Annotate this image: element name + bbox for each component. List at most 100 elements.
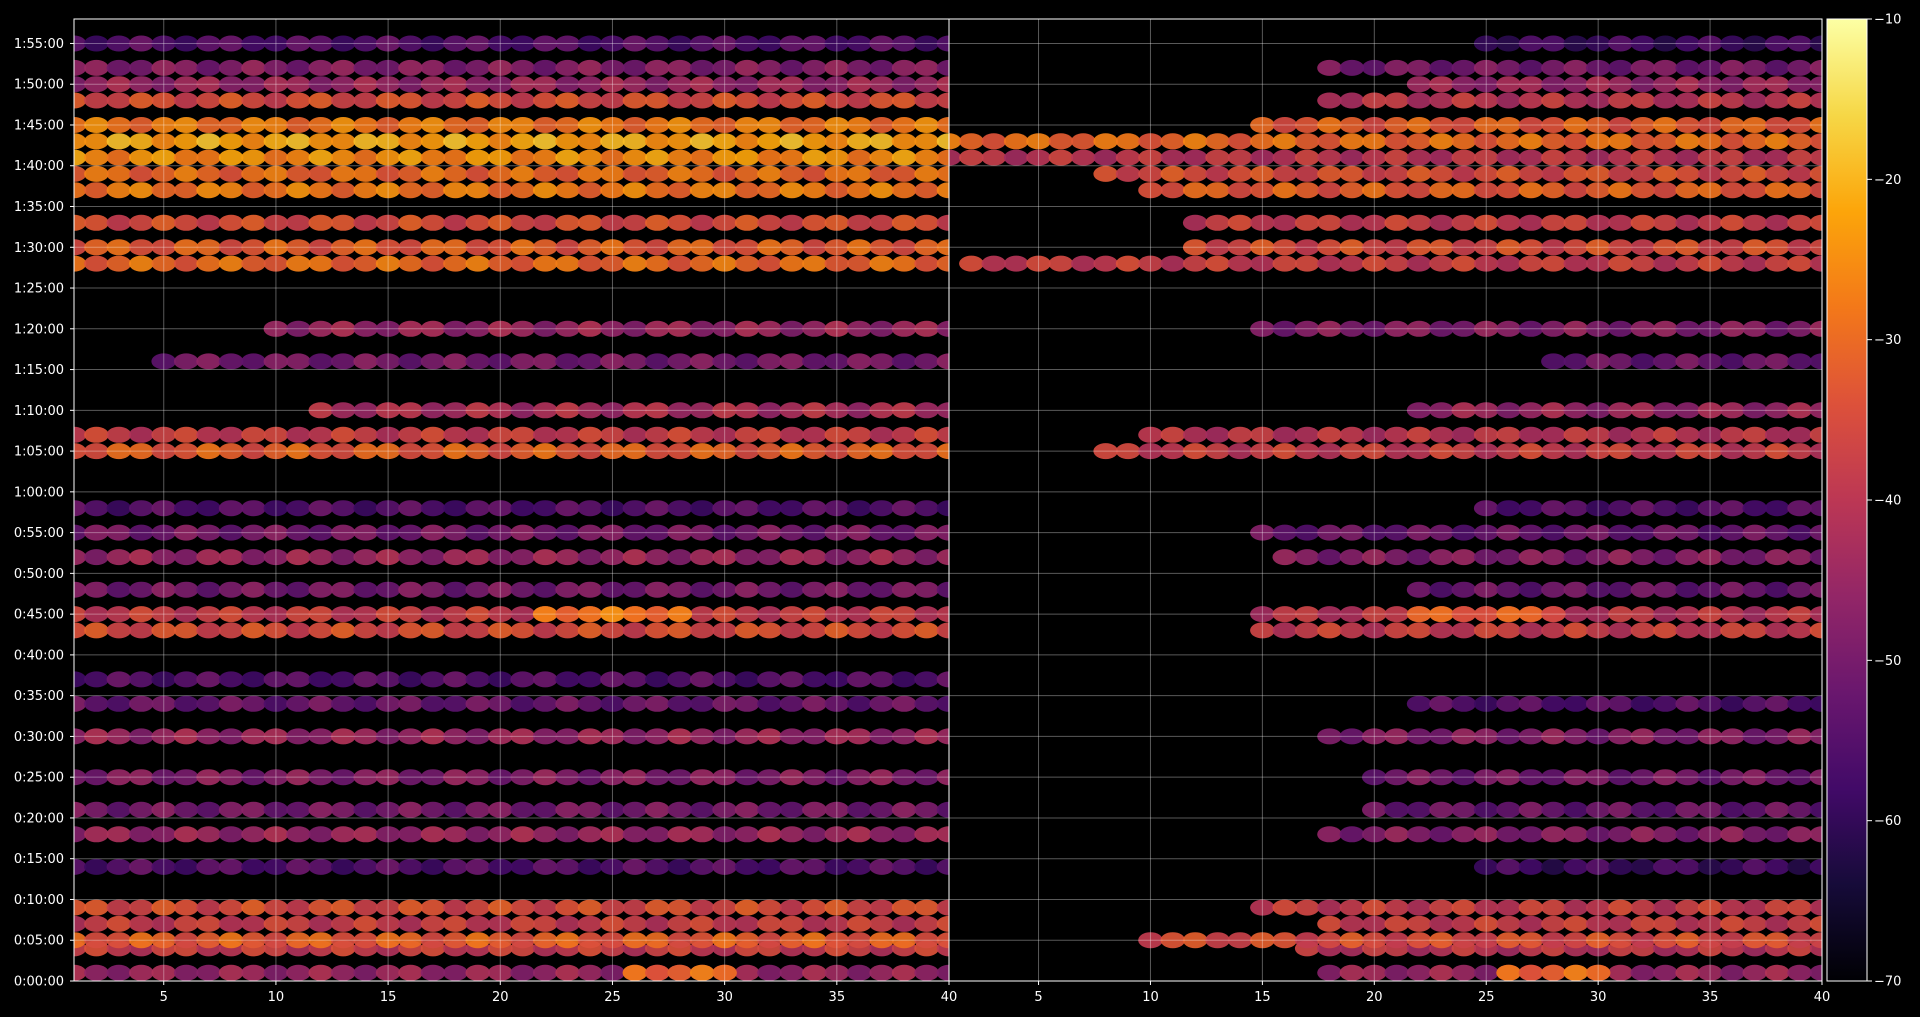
heatmap-cell: [1406, 320, 1432, 337]
heatmap-cell: [847, 671, 872, 688]
heatmap-cell: [1697, 214, 1723, 231]
heatmap-cell: [375, 549, 401, 566]
heatmap-cell: [1809, 255, 1822, 272]
heatmap-cell: [74, 500, 87, 517]
heatmap-cell: [84, 117, 109, 133]
heatmap-cell: [510, 92, 535, 109]
heatmap-cell: [241, 695, 266, 712]
heatmap-cell: [375, 769, 401, 786]
heatmap-cell: [1473, 581, 1499, 598]
heatmap-cell: [1250, 255, 1275, 272]
heatmap-cell: [757, 133, 782, 150]
heatmap-cell: [1675, 182, 1700, 199]
heatmap-cell: [734, 915, 760, 932]
heatmap-row: [1093, 443, 1822, 460]
heatmap-cell: [1473, 182, 1499, 199]
heatmap-cell: [891, 320, 917, 337]
heatmap-cell: [1071, 149, 1096, 166]
heatmap-row: [1182, 214, 1822, 231]
heatmap-cell: [308, 671, 334, 688]
heatmap-cell: [689, 320, 715, 337]
heatmap-cell: [84, 76, 109, 93]
heatmap-cell: [1384, 165, 1409, 182]
heatmap-cell: [196, 92, 221, 109]
heatmap-cell: [667, 728, 693, 745]
heatmap-cell: [891, 671, 917, 688]
heatmap-cell: [869, 769, 894, 786]
heatmap-cell: [757, 402, 782, 419]
heatmap-cell: [914, 899, 939, 916]
heatmap-cell: [510, 353, 535, 370]
heatmap-cell: [1608, 76, 1633, 93]
heatmap-cell: [1653, 92, 1678, 109]
heatmap-cell: [1473, 426, 1499, 443]
heatmap-cell: [308, 133, 334, 150]
heatmap-cell: [577, 239, 603, 256]
heatmap-cell: [1384, 117, 1409, 133]
heatmap-cell: [443, 353, 468, 370]
heatmap-cell: [1429, 59, 1454, 76]
heatmap-cell: [1473, 549, 1499, 566]
heatmap-cell: [645, 932, 670, 949]
heatmap-cell: [1720, 549, 1745, 566]
heatmap-cell: [667, 214, 693, 231]
heatmap-cell: [129, 35, 154, 52]
heatmap-cell: [1250, 182, 1275, 199]
heatmap-cell: [1406, 801, 1432, 818]
heatmap-cell: [622, 524, 648, 541]
heatmap-cell: [129, 899, 154, 916]
heatmap-row: [74, 695, 949, 712]
heatmap-cell: [488, 443, 513, 460]
heatmap-cell: [600, 915, 625, 932]
heatmap-cell: [824, 165, 850, 182]
heatmap-row: [74, 826, 949, 843]
heatmap-cell: [1160, 443, 1186, 460]
heatmap-row: [74, 149, 949, 166]
heatmap-cell: [1339, 320, 1365, 337]
heatmap-cell: [173, 59, 199, 76]
heatmap-cell: [1585, 165, 1611, 182]
heatmap-cell: [173, 581, 199, 598]
heatmap-cell: [443, 402, 468, 419]
heatmap-cell: [218, 728, 244, 745]
heatmap-cell: [1541, 581, 1566, 598]
y-tick-label: 0:10:00: [14, 893, 64, 908]
heatmap-cell: [1406, 149, 1432, 166]
heatmap-cell: [802, 524, 827, 541]
heatmap-row: [1406, 606, 1566, 623]
heatmap-cell: [1115, 443, 1141, 460]
heatmap-cell: [1518, 165, 1544, 182]
heatmap-cell: [667, 35, 693, 52]
heatmap-cell: [398, 255, 423, 272]
heatmap-cell: [779, 214, 805, 231]
x-axis: 5 10 15 20 25 30 35 40 5 10 15 20 25 30 35 40: [160, 981, 1830, 1005]
heatmap-cell: [847, 915, 872, 932]
heatmap-cell: [891, 622, 917, 639]
heatmap-cell: [1697, 320, 1723, 337]
heatmap-cell: [1429, 320, 1454, 337]
heatmap-cell: [218, 239, 244, 256]
heatmap-cell: [1451, 426, 1477, 443]
heatmap-cell: [757, 899, 782, 916]
heatmap-cell: [1653, 214, 1678, 231]
heatmap-cell: [263, 133, 289, 150]
heatmap-cell: [1630, 402, 1656, 419]
heatmap-cell: [667, 899, 693, 916]
heatmap-cell: [1742, 899, 1768, 916]
heatmap-cell: [1608, 92, 1633, 109]
heatmap-cell: [1160, 165, 1186, 182]
heatmap-cell: [1339, 92, 1365, 109]
heatmap-cell: [802, 149, 827, 166]
heatmap-cell: [712, 353, 737, 370]
heatmap-cell: [1697, 353, 1723, 370]
heatmap-cell: [286, 214, 311, 231]
heatmap-cell: [241, 915, 266, 932]
heatmap-cell: [420, 622, 446, 639]
heatmap-cell: [308, 769, 334, 786]
heatmap-cell: [353, 769, 379, 786]
heatmap-cell: [824, 899, 850, 916]
heatmap-cell: [196, 214, 221, 231]
heatmap-cell: [532, 443, 558, 460]
heatmap-cell: [847, 524, 872, 541]
heatmap-cell: [1720, 92, 1745, 109]
